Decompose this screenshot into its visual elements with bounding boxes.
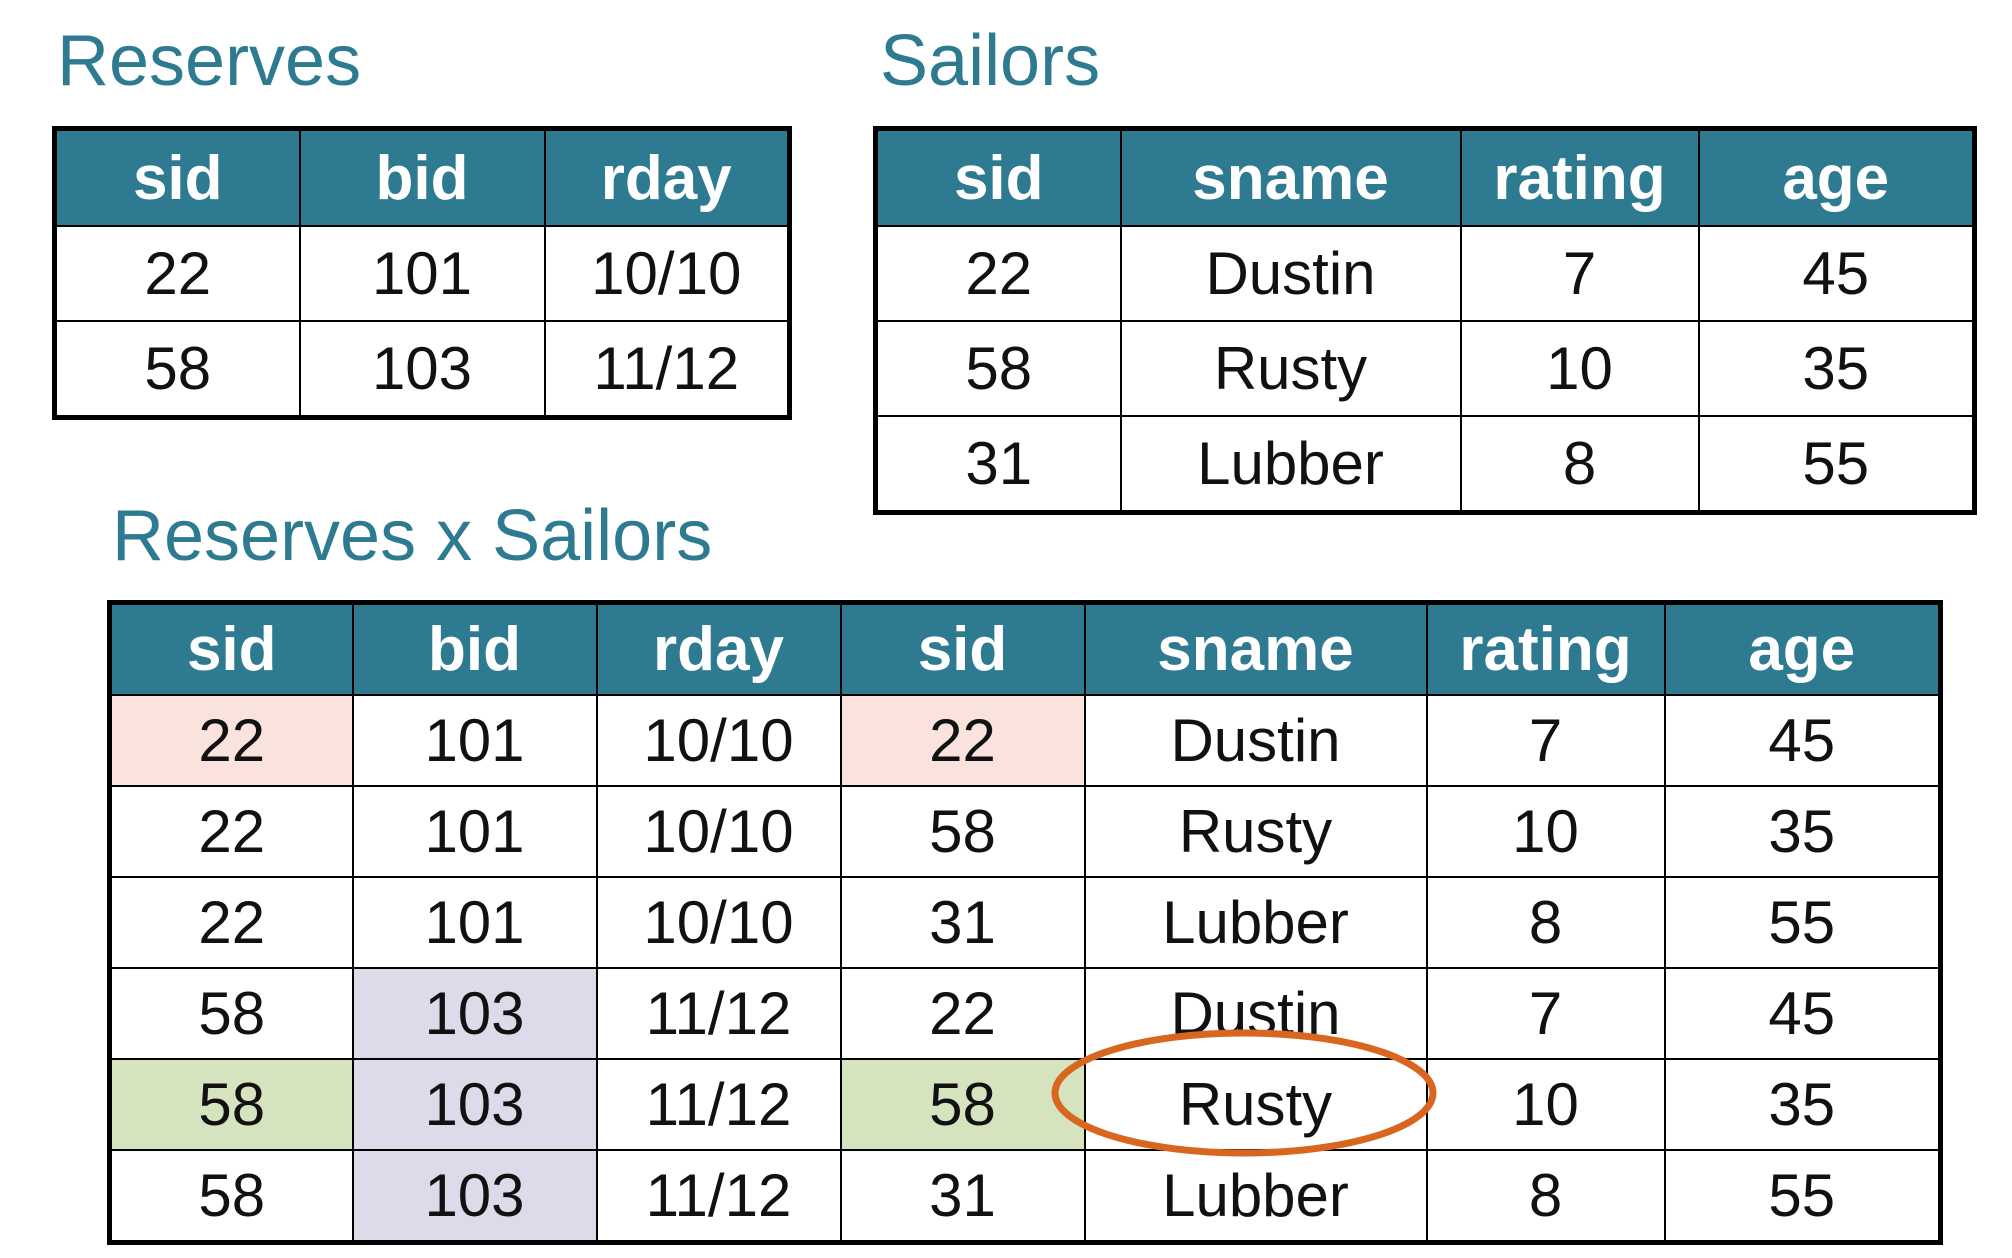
cell-rday: 11/12 xyxy=(595,1149,842,1244)
cell-bid: 103 xyxy=(351,967,598,1060)
cell-rating: 7 xyxy=(1425,967,1666,1060)
cell-age: 35 xyxy=(1663,785,1942,878)
cell-sid: 58 xyxy=(874,320,1122,417)
column-header-rday: rday xyxy=(595,601,842,696)
cell-age: 45 xyxy=(1697,225,1976,322)
cell-age: 35 xyxy=(1697,320,1976,417)
cell-sid: 22 xyxy=(108,876,354,969)
cell-sid: 31 xyxy=(839,876,1086,969)
table-row: 58 103 11/12 xyxy=(53,320,791,419)
cell-sname: Lubber xyxy=(1083,876,1428,969)
cell-age: 55 xyxy=(1663,876,1942,969)
cell-age: 55 xyxy=(1697,415,1976,514)
column-header-sname: sname xyxy=(1083,601,1428,696)
column-header-bid: bid xyxy=(298,127,546,227)
column-header-sid: sid xyxy=(839,601,1086,696)
cell-sid: 31 xyxy=(874,415,1122,514)
cell-rating: 8 xyxy=(1425,1149,1666,1244)
cell-sname: Rusty xyxy=(1119,320,1462,417)
table-row: 58 103 11/12 58 Rusty 10 35 xyxy=(108,1058,1942,1151)
cell-age: 35 xyxy=(1663,1058,1942,1151)
cell-sid: 22 xyxy=(53,225,301,322)
column-header-sid: sid xyxy=(874,127,1122,227)
cell-rating: 10 xyxy=(1425,785,1666,878)
cell-rday: 10/10 xyxy=(595,876,842,969)
cell-rating: 10 xyxy=(1425,1058,1666,1151)
table-row: 22 101 10/10 xyxy=(53,225,791,322)
column-header-age: age xyxy=(1697,127,1976,227)
cell-sid: 22 xyxy=(839,967,1086,1060)
table-row: 58 Rusty 10 35 xyxy=(874,320,1976,417)
cell-sid: 58 xyxy=(839,785,1086,878)
cell-sname: Lubber xyxy=(1119,415,1462,514)
column-header-rating: rating xyxy=(1425,601,1666,696)
cell-sname: Dustin xyxy=(1119,225,1462,322)
cell-sname: Lubber xyxy=(1083,1149,1428,1244)
cell-rday: 10/10 xyxy=(595,785,842,878)
table-row: 58 103 11/12 22 Dustin 7 45 xyxy=(108,967,1942,1060)
cell-sname: Dustin xyxy=(1083,694,1428,787)
reserves-table: sid bid rday 22 101 10/10 58 103 11/12 xyxy=(52,126,792,420)
cell-sid: 31 xyxy=(839,1149,1086,1244)
column-header-sid: sid xyxy=(53,127,301,227)
table-row: 31 Lubber 8 55 xyxy=(874,415,1976,514)
cell-bid: 101 xyxy=(351,785,598,878)
column-header-age: age xyxy=(1663,601,1942,696)
cell-rating: 7 xyxy=(1425,694,1666,787)
cell-bid: 103 xyxy=(351,1149,598,1244)
cell-sid: 22 xyxy=(108,694,354,787)
cell-bid: 101 xyxy=(351,694,598,787)
cell-age: 55 xyxy=(1663,1149,1942,1244)
cell-sid: 58 xyxy=(108,967,354,1060)
column-header-sid: sid xyxy=(108,601,354,696)
cell-rday: 10/10 xyxy=(543,225,791,322)
cell-sid: 58 xyxy=(108,1058,354,1151)
table-row: 58 103 11/12 31 Lubber 8 55 xyxy=(108,1149,1942,1244)
cell-rday: 10/10 xyxy=(595,694,842,787)
sailors-title: Sailors xyxy=(880,21,1101,101)
cell-sid: 22 xyxy=(108,785,354,878)
column-header-bid: bid xyxy=(351,601,598,696)
header-row: sid bid rday xyxy=(53,127,791,227)
product-title: Reserves x Sailors xyxy=(112,496,713,576)
header-row: sid sname rating age xyxy=(874,127,1976,227)
sailors-table: sid sname rating age 22 Dustin 7 45 58 R… xyxy=(873,126,1977,515)
table-row: 22 101 10/10 31 Lubber 8 55 xyxy=(108,876,1942,969)
cell-sid: 58 xyxy=(53,320,301,419)
cell-rating: 8 xyxy=(1425,876,1666,969)
cell-bid: 103 xyxy=(351,1058,598,1151)
cell-age: 45 xyxy=(1663,694,1942,787)
cell-rday: 11/12 xyxy=(543,320,791,419)
cell-bid: 101 xyxy=(351,876,598,969)
cell-sid: 58 xyxy=(108,1149,354,1244)
cell-age: 45 xyxy=(1663,967,1942,1060)
cell-sname: Dustin xyxy=(1083,967,1428,1060)
table-row: 22 Dustin 7 45 xyxy=(874,225,1976,322)
reserves-title: Reserves xyxy=(57,21,362,101)
cell-rating: 7 xyxy=(1459,225,1700,322)
cross-product-table: sid bid rday sid sname rating age 22 101… xyxy=(107,600,1943,1245)
column-header-sname: sname xyxy=(1119,127,1462,227)
header-row: sid bid rday sid sname rating age xyxy=(108,601,1942,696)
cell-rday: 11/12 xyxy=(595,967,842,1060)
cell-bid: 103 xyxy=(298,320,546,419)
cell-rday: 11/12 xyxy=(595,1058,842,1151)
cell-sid: 22 xyxy=(839,694,1086,787)
cell-sid: 22 xyxy=(874,225,1122,322)
table-row: 22 101 10/10 58 Rusty 10 35 xyxy=(108,785,1942,878)
cell-rating: 8 xyxy=(1459,415,1700,514)
column-header-rday: rday xyxy=(543,127,791,227)
cell-rating: 10 xyxy=(1459,320,1700,417)
table-row: 22 101 10/10 22 Dustin 7 45 xyxy=(108,694,1942,787)
cell-sname: Rusty xyxy=(1083,785,1428,878)
cell-bid: 101 xyxy=(298,225,546,322)
cell-sname: Rusty xyxy=(1083,1058,1428,1151)
column-header-rating: rating xyxy=(1459,127,1700,227)
cell-sid: 58 xyxy=(839,1058,1086,1151)
